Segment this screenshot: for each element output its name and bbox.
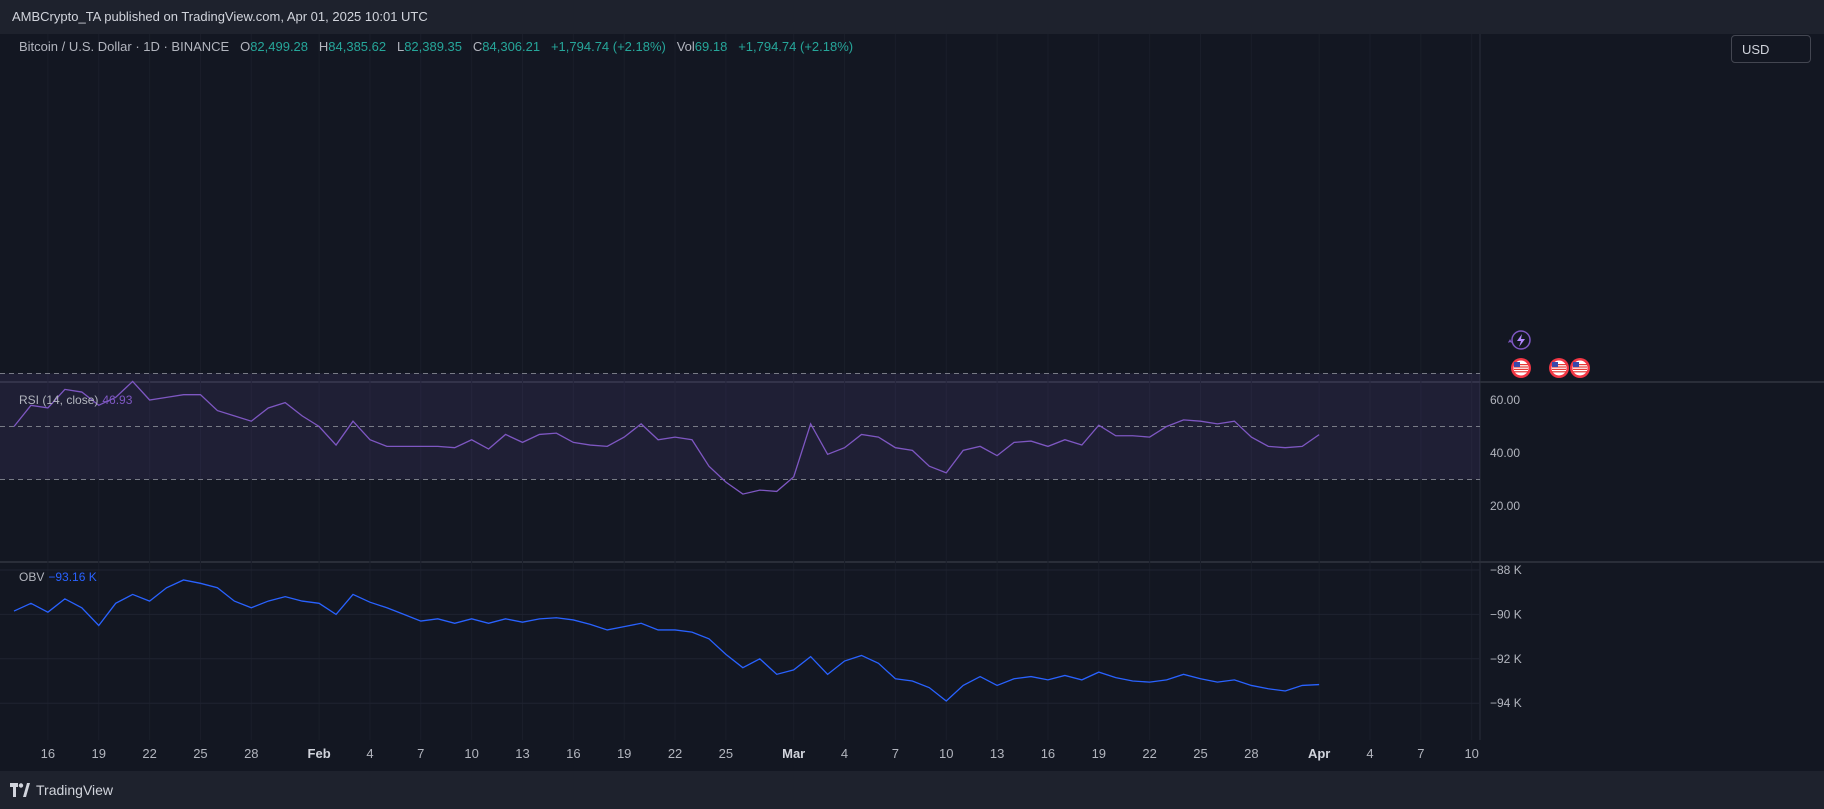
volume-value: 69.18 [694, 39, 728, 54]
flag-stripe [1514, 368, 1528, 370]
time-tick-label: 7 [417, 746, 424, 761]
symbol-name: Bitcoin / U.S. Dollar · 1D · BINANCE [19, 39, 230, 54]
time-tick-label: 10 [464, 746, 478, 761]
flag-canton [1514, 362, 1520, 367]
price-change: +1,794.74 (+2.18%) [550, 39, 666, 54]
flag-stripe [1552, 368, 1566, 370]
time-tick-label: 16 [1041, 746, 1055, 761]
flag-stripe [1552, 371, 1566, 373]
rsi-tick-label: 20.00 [1490, 499, 1520, 513]
sparkle-glyph [1508, 339, 1512, 343]
obv-tick-label: −88 K [1490, 563, 1522, 577]
flag-stripe [1552, 366, 1566, 368]
time-tick-label: 7 [892, 746, 899, 761]
time-tick-label: 10 [1464, 746, 1478, 761]
us-flag-event-icon [1570, 358, 1590, 378]
flag-stripe [1552, 364, 1566, 366]
obv-tick-label: −90 K [1490, 607, 1522, 621]
obv-tick-label: −94 K [1490, 696, 1522, 710]
us-flag-event-icon [1549, 358, 1569, 378]
time-tick-label: 28 [1244, 746, 1258, 761]
time-tick-label: 4 [1366, 746, 1373, 761]
time-tick-label: 4 [366, 746, 373, 761]
tradingview-brand-text: TradingView [36, 782, 114, 798]
rsi-tick-label: 40.00 [1490, 446, 1520, 460]
close-value: 84,306.21 [482, 39, 541, 54]
time-tick-label: 22 [1142, 746, 1156, 761]
lightning-event-icon [1508, 330, 1531, 350]
time-tick-label: 7 [1417, 746, 1424, 761]
obv-value: −93.16 K [48, 570, 97, 584]
us-flag-event-icon [1511, 358, 1531, 378]
rsi-legend[interactable]: RSI (14, close) 46.93 [19, 393, 132, 407]
open-value: 82,499.28 [250, 39, 309, 54]
time-tick-label: 16 [41, 746, 55, 761]
rsi-label: RSI (14, close) [19, 393, 99, 407]
flag-stripe [1514, 366, 1528, 368]
high-value: 84,385.62 [328, 39, 387, 54]
footer-bar: TradingView [0, 771, 1824, 809]
obv-legend[interactable]: OBV −93.16 K [19, 570, 97, 584]
obv-tick-label: −92 K [1490, 652, 1522, 666]
high-label: H [318, 39, 329, 54]
open-label: O [240, 39, 251, 54]
time-tick-label: 19 [617, 746, 631, 761]
chart-canvas[interactable]: 108,000.00104,000.00100,000.0096,000.009… [0, 34, 1824, 771]
flag-canton [1573, 362, 1579, 367]
time-tick-label: 4 [841, 746, 848, 761]
rsi-value: 46.93 [102, 393, 133, 407]
rsi-tick-label: 60.00 [1490, 393, 1520, 407]
time-tick-label: 19 [1092, 746, 1106, 761]
time-tick-label: Feb [308, 746, 331, 761]
close-label: C [472, 39, 483, 54]
time-tick-label: 19 [92, 746, 106, 761]
currency-button[interactable]: USD [1731, 35, 1811, 63]
flag-stripe [1573, 368, 1587, 370]
time-tick-label: 25 [193, 746, 207, 761]
time-tick-label: 13 [990, 746, 1004, 761]
flag-stripe [1514, 364, 1528, 366]
obv-label: OBV [19, 570, 45, 584]
obv-line [13, 579, 1320, 702]
tradingview-logo[interactable]: TradingView [10, 782, 113, 798]
flag-stripe [1573, 371, 1587, 373]
volume-label: Vol [676, 39, 695, 54]
flag-stripe [1573, 366, 1587, 368]
ohlc-legend[interactable]: Bitcoin / U.S. Dollar · 1D · BINANCE O82… [19, 39, 853, 54]
time-tick-label: 22 [142, 746, 156, 761]
flag-canton [1552, 362, 1558, 367]
time-tick-label: 22 [668, 746, 682, 761]
publish-header: AMBCrypto_TA published on TradingView.co… [0, 0, 1824, 34]
time-tick-label: Mar [782, 746, 805, 761]
time-tick-label: 16 [566, 746, 580, 761]
rsi-line [13, 380, 1320, 495]
publisher-line: AMBCrypto_TA published on TradingView.co… [12, 9, 428, 24]
flag-stripe [1573, 364, 1587, 366]
low-value: 82,389.35 [404, 39, 463, 54]
time-tick-label: Apr [1308, 746, 1330, 761]
volume-change: +1,794.74 (+2.18%) [738, 39, 854, 54]
time-tick-label: 13 [515, 746, 529, 761]
lightning-glyph [1517, 334, 1525, 347]
tradingview-logo-icon [10, 783, 30, 797]
time-tick-label: 25 [1193, 746, 1207, 761]
time-tick-label: 10 [939, 746, 953, 761]
flag-stripe [1514, 371, 1528, 373]
low-label: L [396, 39, 405, 54]
time-tick-label: 25 [719, 746, 733, 761]
time-tick-label: 28 [244, 746, 258, 761]
